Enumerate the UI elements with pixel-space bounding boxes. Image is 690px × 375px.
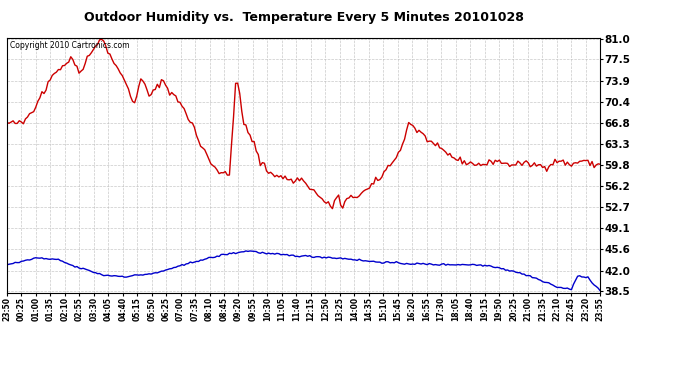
Text: Copyright 2010 Cartronics.com: Copyright 2010 Cartronics.com [10, 41, 129, 50]
Text: Outdoor Humidity vs.  Temperature Every 5 Minutes 20101028: Outdoor Humidity vs. Temperature Every 5… [83, 11, 524, 24]
